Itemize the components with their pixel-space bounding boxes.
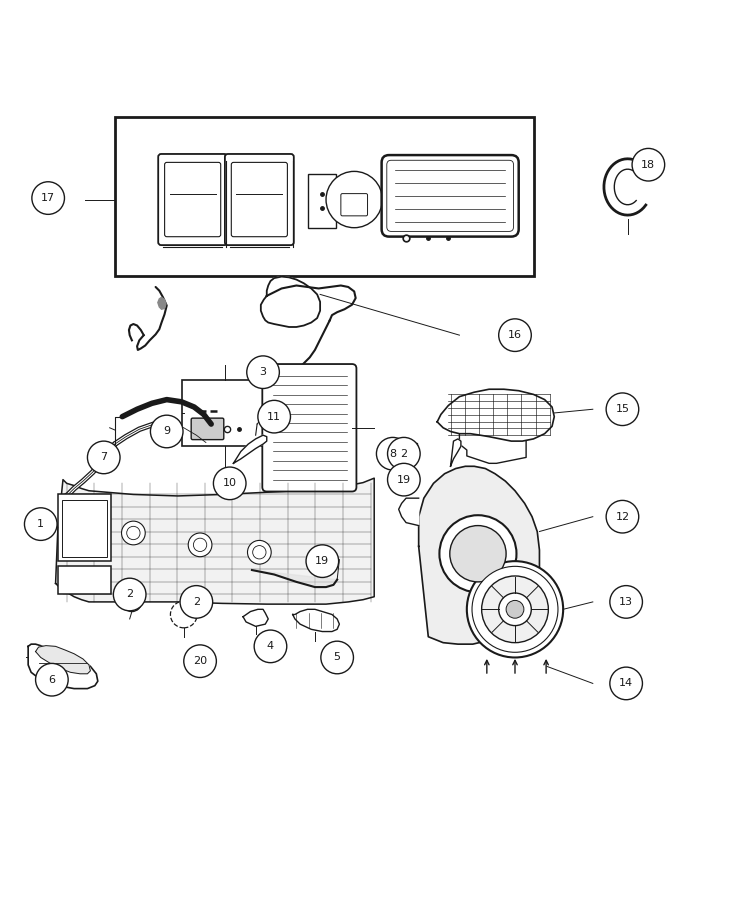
Polygon shape <box>261 276 320 327</box>
Circle shape <box>472 566 558 652</box>
Circle shape <box>254 630 287 662</box>
Text: 11: 11 <box>268 411 281 422</box>
Bar <box>182 380 267 446</box>
Circle shape <box>182 592 201 611</box>
Text: 19: 19 <box>315 556 330 566</box>
Polygon shape <box>158 297 166 310</box>
FancyBboxPatch shape <box>165 162 221 237</box>
FancyBboxPatch shape <box>231 162 288 237</box>
Circle shape <box>170 601 197 628</box>
Circle shape <box>388 437 420 470</box>
Circle shape <box>127 526 140 540</box>
Polygon shape <box>233 436 267 464</box>
Text: 2: 2 <box>126 590 133 599</box>
Polygon shape <box>437 389 554 441</box>
Circle shape <box>24 508 57 540</box>
Text: 2: 2 <box>400 449 408 459</box>
Circle shape <box>326 171 382 228</box>
Circle shape <box>306 544 339 578</box>
Text: 7: 7 <box>100 453 107 463</box>
Text: 5: 5 <box>333 652 341 662</box>
Circle shape <box>184 645 216 678</box>
Circle shape <box>499 319 531 351</box>
Polygon shape <box>419 466 539 644</box>
Text: 8: 8 <box>389 449 396 459</box>
Text: 12: 12 <box>615 512 630 522</box>
Circle shape <box>467 562 563 658</box>
FancyBboxPatch shape <box>191 418 224 439</box>
Text: 3: 3 <box>259 367 267 377</box>
Circle shape <box>186 597 196 608</box>
Bar <box>62 500 107 557</box>
Circle shape <box>610 586 642 618</box>
Text: 16: 16 <box>508 330 522 340</box>
Polygon shape <box>36 645 90 674</box>
Circle shape <box>150 415 183 448</box>
Circle shape <box>606 500 639 533</box>
Circle shape <box>213 467 246 500</box>
FancyBboxPatch shape <box>158 154 227 245</box>
Text: 14: 14 <box>619 679 634 688</box>
Text: 20: 20 <box>193 656 207 666</box>
Circle shape <box>450 526 506 582</box>
Circle shape <box>506 600 524 618</box>
Text: 15: 15 <box>616 404 629 414</box>
Polygon shape <box>28 644 98 688</box>
Text: 10: 10 <box>223 478 236 489</box>
FancyBboxPatch shape <box>225 154 293 245</box>
Bar <box>58 566 111 595</box>
Circle shape <box>113 578 146 611</box>
Polygon shape <box>56 478 374 604</box>
Text: 18: 18 <box>641 159 656 170</box>
Circle shape <box>499 593 531 626</box>
Circle shape <box>632 148 665 181</box>
Bar <box>58 494 111 562</box>
Circle shape <box>253 545 266 559</box>
Text: 6: 6 <box>48 675 56 685</box>
Circle shape <box>439 515 516 592</box>
FancyBboxPatch shape <box>262 364 356 491</box>
Bar <box>258 389 274 401</box>
Bar <box>115 117 534 276</box>
Text: 2: 2 <box>193 597 200 607</box>
Circle shape <box>193 538 207 552</box>
FancyBboxPatch shape <box>382 155 519 237</box>
Circle shape <box>36 663 68 696</box>
Bar <box>396 443 417 459</box>
Circle shape <box>247 540 271 564</box>
Circle shape <box>388 464 420 496</box>
Bar <box>308 175 336 228</box>
Polygon shape <box>252 570 337 587</box>
Circle shape <box>32 182 64 214</box>
Circle shape <box>247 356 279 389</box>
Circle shape <box>610 667 642 699</box>
Polygon shape <box>293 609 339 632</box>
Circle shape <box>87 441 120 473</box>
Text: 1: 1 <box>37 519 44 529</box>
Circle shape <box>180 586 213 618</box>
Circle shape <box>606 393 639 426</box>
Circle shape <box>321 641 353 674</box>
Text: 17: 17 <box>41 194 56 203</box>
Polygon shape <box>451 439 461 466</box>
Text: 9: 9 <box>163 427 170 436</box>
Polygon shape <box>243 609 268 626</box>
Text: 13: 13 <box>619 597 633 607</box>
Polygon shape <box>399 499 419 526</box>
Circle shape <box>127 597 137 608</box>
Circle shape <box>482 576 548 643</box>
Text: 4: 4 <box>267 642 274 652</box>
Circle shape <box>376 437 409 470</box>
Circle shape <box>188 533 212 557</box>
Text: 19: 19 <box>396 474 411 484</box>
Circle shape <box>258 400 290 433</box>
Circle shape <box>122 592 142 611</box>
FancyBboxPatch shape <box>341 194 368 216</box>
Circle shape <box>122 521 145 544</box>
